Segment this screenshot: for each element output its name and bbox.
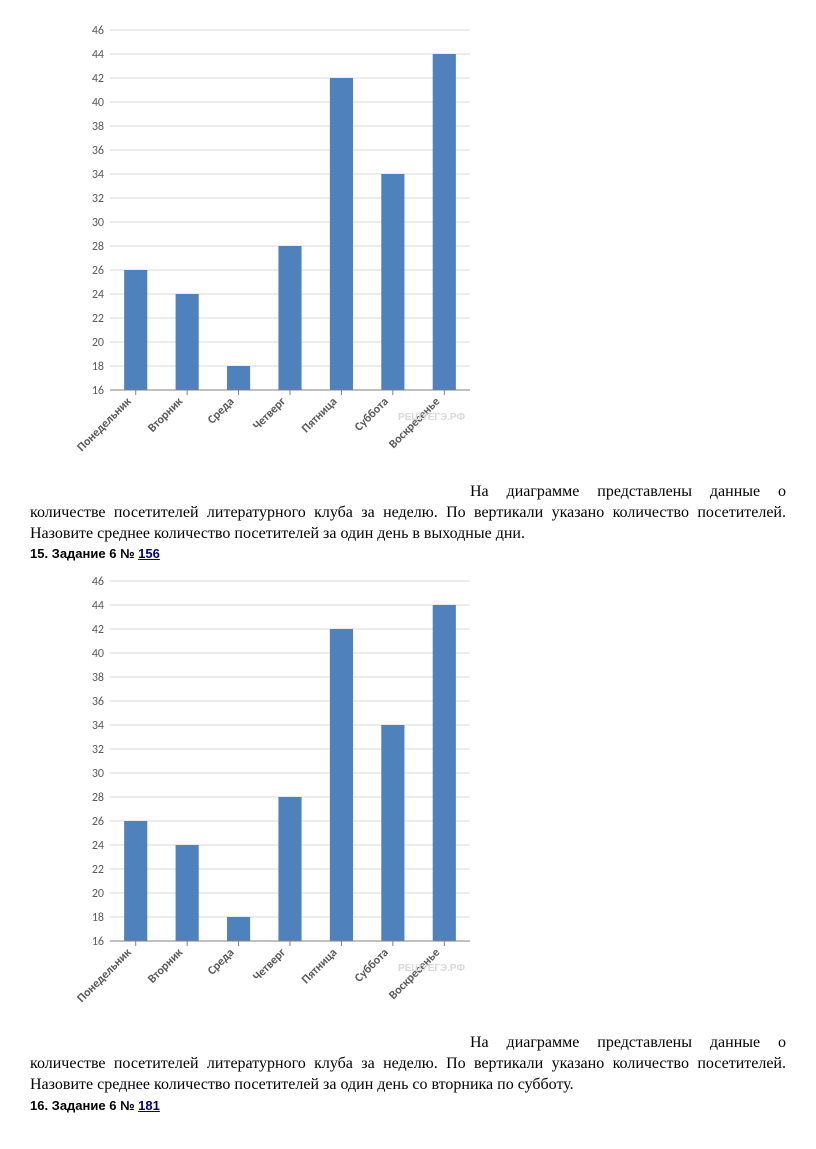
svg-text:Пятница: Пятница (299, 395, 340, 436)
task-15-line: 15. Задание 6 № 156 (30, 546, 786, 561)
svg-text:42: 42 (92, 623, 104, 637)
task-16-link[interactable]: 181 (138, 1098, 160, 1113)
svg-text:38: 38 (92, 120, 104, 134)
chart-1-description: На диаграмме представлены данные о колич… (30, 482, 786, 544)
svg-text:28: 28 (92, 791, 104, 805)
svg-text:36: 36 (92, 695, 104, 709)
svg-text:24: 24 (92, 288, 104, 302)
svg-text:Четверг: Четверг (251, 394, 290, 433)
svg-text:22: 22 (92, 863, 104, 877)
svg-text:РЕШУЕГЭ.РФ: РЕШУЕГЭ.РФ (398, 963, 465, 974)
svg-text:Понедельник: Понедельник (75, 946, 135, 1006)
svg-text:Воскресенье: Воскресенье (386, 395, 443, 452)
svg-text:Воскресенье: Воскресенье (386, 946, 443, 1003)
svg-text:40: 40 (92, 96, 104, 110)
chart-2: 16 18 20 22 24 26 28 30 32 34 36 38 40 42 44 46 Понедель… (70, 571, 480, 1031)
svg-text:16: 16 (92, 935, 104, 949)
svg-text:36: 36 (92, 144, 104, 158)
svg-text:26: 26 (92, 815, 104, 829)
svg-text:30: 30 (92, 767, 104, 781)
svg-text:Вторник: Вторник (145, 946, 186, 987)
svg-text:34: 34 (92, 168, 104, 182)
chart-2-container: 16 18 20 22 24 26 28 30 32 34 36 38 40 42 44 46 Понедель… (70, 571, 786, 1031)
svg-text:44: 44 (92, 599, 104, 613)
task-15-prefix: 15. Задание 6 № (30, 546, 138, 561)
svg-text:30: 30 (92, 216, 104, 230)
svg-text:Пятница: Пятница (299, 946, 340, 987)
svg-text:Понедельник: Понедельник (75, 395, 135, 455)
svg-text:Вторник: Вторник (145, 395, 186, 436)
svg-text:18: 18 (92, 911, 104, 925)
svg-text:Суббота: Суббота (352, 946, 392, 986)
desc2-lead: На диаграмме представлены данные о (470, 1034, 786, 1051)
desc1-rest: количестве посетителей литературного клу… (30, 504, 786, 542)
chart-2-description: На диаграмме представлены данные о колич… (30, 1033, 786, 1095)
svg-text:Среда: Среда (205, 395, 237, 427)
svg-text:20: 20 (92, 887, 104, 901)
chart-1: 16 18 20 22 24 26 28 30 32 34 36 38 40 42 44 46 Понедель… (70, 20, 480, 480)
svg-text:24: 24 (92, 839, 104, 853)
svg-text:28: 28 (92, 240, 104, 254)
svg-text:42: 42 (92, 72, 104, 86)
svg-text:РЕШУЕГЭ.РФ: РЕШУЕГЭ.РФ (398, 412, 465, 423)
svg-text:38: 38 (92, 671, 104, 685)
svg-text:44: 44 (92, 48, 104, 62)
svg-text:32: 32 (92, 192, 104, 206)
svg-text:46: 46 (92, 575, 104, 589)
task-16-line: 16. Задание 6 № 181 (30, 1098, 786, 1113)
task-16-prefix: 16. Задание 6 № (30, 1098, 138, 1113)
svg-text:Суббота: Суббота (352, 395, 392, 435)
svg-text:18: 18 (92, 360, 104, 374)
svg-text:46: 46 (92, 24, 104, 38)
svg-text:Среда: Среда (205, 946, 237, 978)
svg-text:16: 16 (92, 384, 104, 398)
svg-text:26: 26 (92, 264, 104, 278)
svg-text:32: 32 (92, 743, 104, 757)
task-15-link[interactable]: 156 (138, 546, 160, 561)
svg-text:20: 20 (92, 336, 104, 350)
svg-text:Четверг: Четверг (251, 946, 290, 985)
svg-text:22: 22 (92, 312, 104, 326)
desc2-rest: количестве посетителей литературного клу… (30, 1055, 786, 1093)
svg-text:34: 34 (92, 719, 104, 733)
svg-text:40: 40 (92, 647, 104, 661)
chart-1-container: 16 18 20 22 24 26 28 30 32 34 36 38 40 42 44 46 Понедель… (70, 20, 786, 480)
desc1-lead: На диаграмме представлены данные о (470, 483, 786, 500)
